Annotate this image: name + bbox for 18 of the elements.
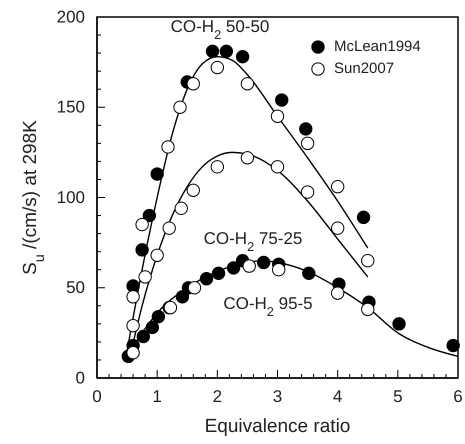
x-tick-label: 2 xyxy=(212,387,222,406)
legend-label: McLean1994 xyxy=(334,38,421,55)
x-tick-label: 4 xyxy=(332,387,342,406)
y-tick-label: 0 xyxy=(76,368,85,388)
x-axis-title: Equivalence ratio xyxy=(204,416,350,437)
x-tick-label: 5 xyxy=(393,387,403,406)
annotation: CO-H$_{2}$ 95-5 xyxy=(223,294,313,319)
annotation: CO-H$_{2}$ 50-50 xyxy=(170,17,270,42)
legend-label: Sun2007 xyxy=(334,60,394,77)
x-tick-label: 6 xyxy=(453,387,463,406)
y-tick-label: 200 xyxy=(56,7,85,26)
y-tick-label: 100 xyxy=(56,188,85,207)
annotation: CO-H$_{2}$ 75-25 xyxy=(204,229,302,254)
y-tick-label: 50 xyxy=(66,278,85,298)
x-tick-label: 1 xyxy=(152,387,162,406)
x-tick-label: 0 xyxy=(92,387,102,406)
y-tick-label: 150 xyxy=(56,98,85,117)
x-tick-label: 3 xyxy=(272,387,282,406)
